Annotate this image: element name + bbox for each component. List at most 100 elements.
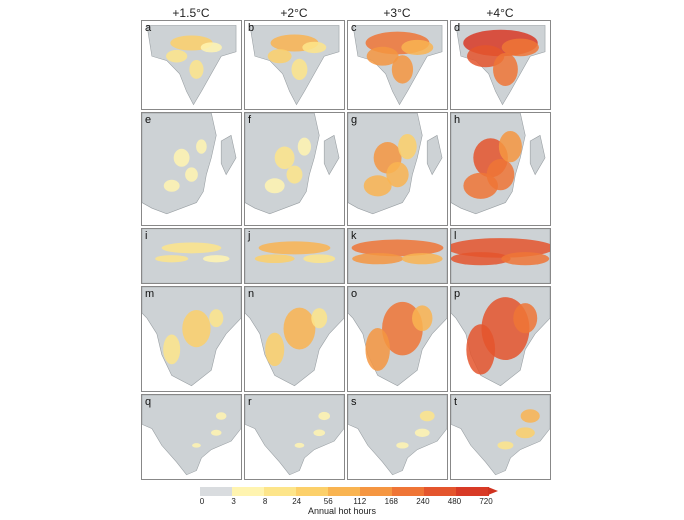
column-header-2: +2°C (280, 6, 308, 20)
panel-label: i (145, 230, 148, 242)
panel-label: l (454, 230, 457, 242)
heat-area (173, 148, 190, 167)
heat-area (196, 139, 207, 154)
column-header-4: +4°C (486, 6, 514, 20)
panel-label: q (145, 396, 152, 408)
heat-area (398, 133, 417, 160)
map-image (142, 21, 241, 109)
panel-label: f (248, 114, 252, 126)
heat-area (515, 427, 535, 439)
map-image (245, 21, 344, 109)
colorbar-tick-label: 56 (323, 497, 333, 506)
map-image (451, 21, 550, 109)
heat-area (401, 39, 434, 55)
map-image (348, 395, 447, 479)
heat-area (267, 49, 292, 64)
colorbar-tick-label: 112 (353, 497, 367, 506)
heat-area (283, 307, 316, 350)
colorbar-segment (424, 487, 457, 496)
colorbar-segment (392, 487, 425, 496)
map-image (348, 113, 447, 225)
heat-area (391, 55, 414, 84)
colorbar-ticks: 0 3 8 24 56 112 168 240 480 720 (200, 497, 500, 509)
heat-area (163, 179, 180, 192)
heat-area (182, 310, 211, 348)
colorbar-segment (264, 487, 297, 496)
heat-area (352, 253, 404, 265)
map-image (245, 229, 344, 283)
panel-label: j (248, 230, 251, 242)
land-mass (245, 229, 344, 283)
map-image (348, 229, 447, 283)
map-image (245, 113, 344, 225)
map-panel-k: k (347, 228, 448, 284)
heat-area (161, 242, 222, 254)
colorbar-tick-label: 240 (416, 497, 430, 506)
map-panel-t: t (450, 394, 551, 480)
heat-area (254, 254, 295, 264)
column-header-1: +1.5°C (172, 6, 210, 20)
heat-area (286, 165, 303, 184)
heat-area (520, 409, 540, 423)
heat-area (291, 58, 308, 81)
map-image (142, 229, 241, 283)
heat-area (166, 49, 188, 63)
colorbar-tick-label: 720 (479, 497, 493, 506)
heat-area (185, 167, 198, 182)
map-panel-f: f (244, 112, 345, 226)
panel-label: k (351, 230, 357, 242)
map-image (245, 287, 344, 391)
heat-area (302, 41, 327, 54)
map-panel-j: j (244, 228, 345, 284)
heat-area (498, 130, 522, 163)
map-panel-p: p (450, 286, 551, 392)
colorbar-tick-label: 24 (292, 497, 302, 506)
map-panel-h: h (450, 112, 551, 226)
heat-area (155, 255, 189, 263)
map-panel-b: b (244, 20, 345, 110)
map-image (451, 113, 550, 225)
heat-area (209, 309, 224, 328)
column-header-3: +3°C (383, 6, 411, 20)
heat-area (497, 441, 514, 450)
panel-label: s (351, 396, 357, 408)
heat-area (258, 241, 331, 255)
heat-area (318, 411, 331, 421)
colorbar-segment (232, 487, 265, 496)
colorbar-segment (456, 487, 489, 496)
colorbar-tick-label: 0 (199, 497, 205, 506)
map-panel-s: s (347, 394, 448, 480)
heat-area (192, 443, 201, 448)
map-image (451, 395, 550, 479)
map-panel-i: i (141, 228, 242, 284)
heat-area (294, 442, 305, 448)
heat-area (313, 429, 326, 437)
panel-label: m (145, 288, 155, 300)
panel-label: e (145, 114, 152, 126)
heat-area (366, 46, 399, 66)
heat-area (396, 442, 409, 449)
heat-area (311, 308, 328, 329)
heat-area (189, 59, 204, 79)
heat-area (463, 172, 499, 199)
map-panel-a: a (141, 20, 242, 110)
map-image (348, 21, 447, 109)
colorbar-title: Annual hot hours (307, 506, 377, 516)
heat-area (386, 161, 409, 188)
heat-area (202, 255, 230, 263)
colorbar-tick-label: 3 (231, 497, 236, 506)
colorbar-segment (296, 487, 329, 496)
heat-area (501, 252, 550, 266)
colorbar-segment (328, 487, 361, 496)
panel-label: a (145, 22, 152, 34)
map-image (142, 113, 241, 225)
map-panel-r: r (244, 394, 345, 480)
map-panel-c: c (347, 20, 448, 110)
panel-label: t (454, 396, 458, 408)
panel-label: g (351, 114, 358, 126)
panel-label: d (454, 22, 461, 34)
heat-area (363, 175, 392, 197)
map-panel-l: l (450, 228, 551, 284)
map-panel-d: d (450, 20, 551, 110)
colorbar-segment (200, 487, 233, 496)
